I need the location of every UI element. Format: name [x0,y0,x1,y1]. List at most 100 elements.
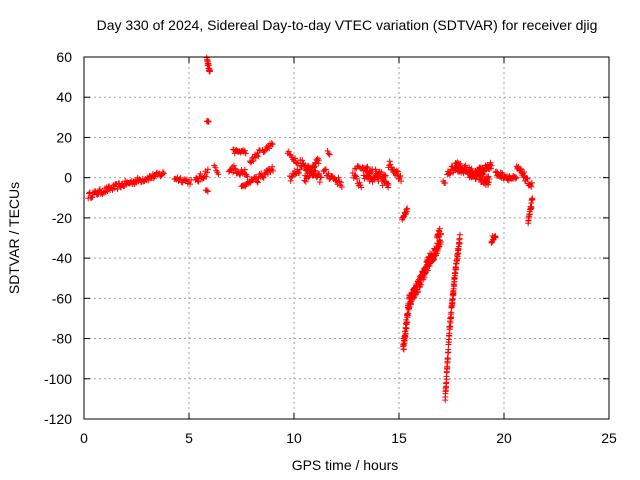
x-tick-label: 25 [601,430,617,446]
data-point [457,161,464,168]
data-point [315,157,322,164]
data-point [231,165,238,172]
data-point [292,170,299,177]
data-point [397,172,404,179]
data-point [267,169,274,176]
data-point [96,186,103,193]
data-point [444,354,451,361]
data-point [311,163,318,170]
data-point [203,173,210,180]
data-point [477,171,484,178]
data-point [529,196,536,203]
data-point [302,178,309,185]
data-point [255,153,262,160]
data-point [358,184,365,191]
data-point [445,346,452,353]
data-point [296,169,303,176]
data-point [528,204,535,211]
data-point [256,147,263,154]
y-tick-label: 0 [64,170,72,186]
data-point [415,288,422,295]
gridlines [84,57,609,419]
data-point [446,171,453,178]
data-point [254,150,261,157]
data-point [311,168,318,175]
data-point [212,164,219,171]
data-point [111,185,118,192]
data-point [204,166,211,173]
data-point [398,178,405,185]
y-tick-label: -60 [52,290,72,306]
data-point [241,147,248,154]
data-point [517,166,524,173]
data-point [368,169,375,176]
data-point [443,376,450,383]
data-point [242,150,249,157]
data-point [462,162,469,169]
data-point [351,165,358,172]
data-point [160,170,167,177]
data-point [423,266,430,273]
x-tick-label: 10 [286,430,302,446]
data-point [204,188,211,195]
data-point [528,179,535,186]
data-point [488,162,495,169]
data-point [316,179,323,186]
data-point [453,266,460,273]
y-tick-label: -120 [44,411,72,427]
data-point [145,177,152,184]
data-point [498,170,505,177]
data-point [265,165,272,172]
data-point [299,157,306,164]
data-point [394,171,401,178]
data-point [296,166,303,173]
x-tick-label: 20 [496,430,512,446]
data-point [302,162,309,169]
data-point [338,179,345,186]
data-point [396,174,403,181]
data-point [269,141,276,148]
data-point [485,181,492,188]
data-point [241,166,248,173]
data-point [403,319,410,326]
data-point [268,140,275,147]
data-point [513,174,520,181]
data-point [487,159,494,166]
data-point [230,162,237,169]
data-point [387,161,394,168]
data-point [325,150,332,157]
data-point [520,174,527,181]
data-point [94,191,101,198]
data-point [492,234,499,241]
data-point [197,170,204,177]
data-point [456,240,463,247]
data-point [207,67,213,74]
data-point [324,147,331,154]
axis-ticks [83,56,610,420]
data-point [159,169,166,176]
data-point [254,178,261,185]
y-tick-label: -40 [52,250,72,266]
data-point [456,231,463,238]
data-point [213,167,220,174]
data-point [442,179,449,186]
y-tick-label: 40 [56,89,72,105]
data-point [310,164,317,171]
data-point [386,158,393,165]
data-point [250,158,257,165]
data-point [287,177,294,184]
data-point [309,167,316,174]
data-point [193,174,200,181]
data-point [215,171,222,178]
data-point [316,170,323,177]
data-point [393,167,400,174]
data-point [333,177,339,184]
data-point [448,166,455,173]
data-point [89,194,96,201]
data-point [524,175,531,182]
data-point [504,176,511,183]
data-point [468,165,475,172]
data-point [528,183,535,190]
data-point [363,168,370,175]
x-tick-label: 15 [391,430,407,446]
